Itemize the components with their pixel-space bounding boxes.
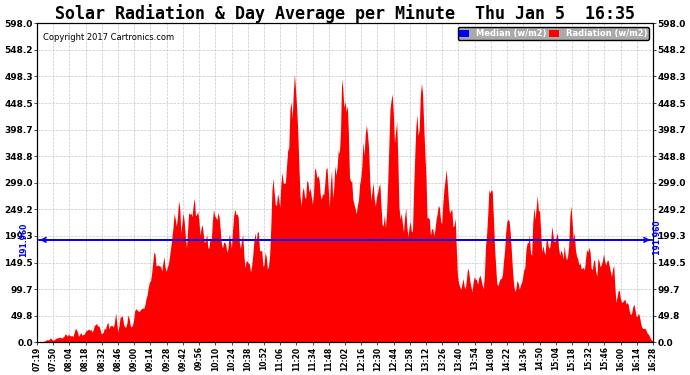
Title: Solar Radiation & Day Average per Minute  Thu Jan 5  16:35: Solar Radiation & Day Average per Minute… [55,4,635,23]
Text: Copyright 2017 Cartronics.com: Copyright 2017 Cartronics.com [43,33,175,42]
Text: 191.960: 191.960 [19,223,28,257]
Text: 191.960: 191.960 [653,220,662,260]
Legend: Median (w/m2), Radiation (w/m2): Median (w/m2), Radiation (w/m2) [457,27,649,40]
